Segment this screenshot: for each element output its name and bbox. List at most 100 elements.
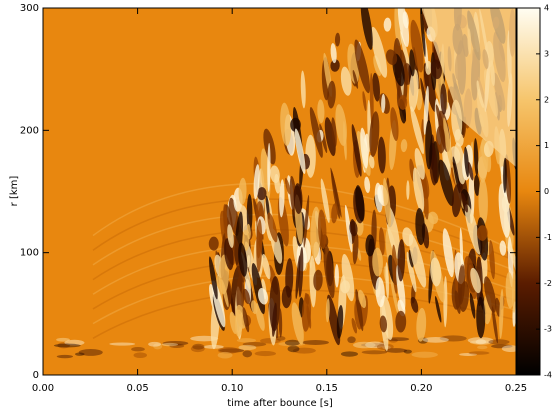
texture-blob — [169, 343, 185, 349]
texture-blob — [190, 345, 205, 353]
texture-plume — [395, 310, 407, 333]
texture-plume — [340, 66, 352, 96]
texture-plume — [476, 296, 486, 339]
texture-plume — [408, 233, 427, 288]
texture-plume — [459, 227, 464, 267]
x-tick-label: 0.00 — [32, 383, 54, 394]
texture-plume — [351, 124, 362, 177]
texture-plume — [324, 117, 336, 157]
texture-blob — [219, 348, 244, 353]
y-axis-label: r [km] — [9, 176, 20, 207]
texture-plume — [415, 207, 425, 246]
texture-plume — [253, 164, 260, 200]
texture-plume — [430, 257, 442, 287]
x-axis-label: time after bounce [s] — [227, 398, 333, 409]
texture-blob — [78, 348, 103, 356]
texture-plume — [349, 220, 358, 237]
texture-blob — [491, 344, 513, 349]
texture-blob — [133, 352, 147, 359]
texture-blob — [422, 336, 449, 343]
texture-plume — [320, 178, 330, 224]
texture-plume — [369, 72, 374, 129]
texture-plume — [330, 43, 337, 64]
texture-arc — [92, 182, 516, 253]
texture-blob — [56, 354, 74, 359]
texture-plume — [341, 253, 355, 302]
x-tick-label: 0.25 — [505, 383, 527, 394]
texture-plume — [400, 139, 408, 153]
colorbar-tick-label: 0 — [544, 187, 549, 196]
texture-blob — [340, 351, 359, 357]
texture-plume — [373, 55, 382, 77]
colorbar-tick-label: -4 — [544, 371, 552, 380]
colorbar-tick-label: -1 — [544, 233, 552, 242]
texture-plume — [390, 107, 399, 141]
texture-plume — [464, 146, 470, 178]
texture-plume — [410, 106, 425, 155]
x-tick-label: 0.15 — [316, 383, 338, 394]
texture-plume — [473, 174, 480, 196]
texture-plume — [298, 246, 304, 298]
texture-plume — [377, 187, 382, 203]
texture-blob — [467, 337, 494, 344]
texture-blob — [403, 349, 412, 354]
texture-plume — [467, 162, 474, 181]
texture-plume — [364, 176, 371, 193]
texture-bright — [421, 8, 516, 168]
colorbar-tick-label: 1 — [544, 141, 549, 150]
y-tick-label: 100 — [20, 248, 39, 259]
texture-plume — [218, 254, 230, 295]
texture-plume — [330, 59, 340, 72]
texture-plume — [269, 276, 281, 332]
texture-plume — [371, 26, 388, 78]
texture-blob — [302, 340, 329, 345]
texture-plume — [391, 244, 398, 294]
colorbar-tick-label: 4 — [544, 4, 549, 13]
texture-plume — [461, 192, 468, 213]
texture-blob — [161, 342, 179, 347]
texture-plume — [406, 251, 417, 293]
texture-plume — [325, 298, 330, 323]
y-tick-label: 0 — [33, 370, 39, 381]
texture-plume — [355, 288, 364, 332]
texture-blob — [238, 344, 257, 351]
texture-plume — [334, 264, 339, 288]
texture-blob — [148, 341, 162, 347]
texture-blob — [384, 348, 408, 353]
texture-blob — [278, 341, 306, 347]
texture-plume — [351, 317, 358, 334]
texture-plume — [425, 120, 433, 170]
texture-blob — [242, 350, 253, 358]
texture-plume — [406, 180, 410, 200]
x-tick-label: 0.20 — [410, 383, 432, 394]
texture-plume — [327, 80, 336, 109]
texture-plume — [291, 302, 304, 345]
texture-plume — [423, 62, 437, 112]
texture-plume — [377, 136, 386, 174]
texture-plume — [317, 209, 327, 250]
texture-plume — [410, 296, 419, 313]
texture-plume — [484, 276, 497, 313]
texture-plume — [379, 227, 385, 256]
texture-plume — [242, 288, 251, 305]
texture-blob — [192, 343, 205, 350]
texture-blob — [475, 339, 487, 345]
texture-plume — [383, 17, 392, 32]
texture-plume — [469, 292, 476, 319]
texture-plume — [335, 104, 347, 146]
texture-plume — [256, 219, 263, 273]
texture-plume — [223, 204, 228, 239]
texture-plume — [470, 267, 481, 294]
texture-plume — [330, 167, 342, 218]
texture-blob — [287, 345, 300, 353]
texture-blob — [477, 345, 488, 350]
texture-plume — [510, 245, 516, 279]
texture-plume — [293, 183, 303, 215]
texture-blob — [56, 337, 70, 342]
texture-blob — [411, 351, 438, 358]
texture-plume — [372, 247, 383, 277]
texture-plume — [208, 256, 218, 300]
texture-plume — [430, 59, 442, 80]
texture-plume — [396, 265, 406, 311]
texture-blob — [217, 346, 240, 354]
